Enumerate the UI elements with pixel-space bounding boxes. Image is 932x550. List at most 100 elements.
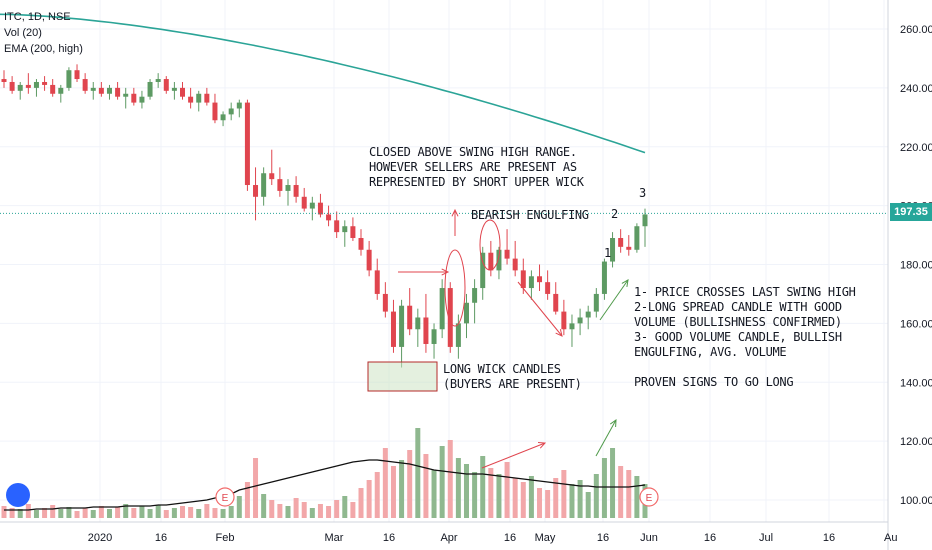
volume-bar (285, 506, 291, 518)
volume-bar (58, 509, 64, 518)
legend-volume[interactable]: Vol (20) (4, 27, 42, 39)
volume-bar (17, 509, 23, 518)
volume-bar (334, 500, 340, 518)
candle-body (285, 185, 291, 191)
volume-bar (42, 508, 48, 518)
last-price-badge: 197.35 (890, 203, 932, 221)
volume-bar (634, 476, 640, 518)
candle-body (66, 70, 72, 88)
candle-body (155, 79, 161, 82)
volume-bar (415, 428, 421, 518)
time-tick-label: Mar (325, 532, 344, 544)
candle-body (382, 293, 388, 312)
volume-bar (569, 484, 575, 518)
volume-bar (25, 504, 31, 518)
time-tick-label: May (535, 532, 556, 544)
candle-body (317, 202, 323, 215)
candle-body (415, 317, 421, 330)
candle-body (244, 102, 250, 186)
candle-body (269, 173, 275, 180)
candle-body (399, 305, 405, 347)
candle-body (261, 173, 267, 197)
tradingview-logo-icon[interactable] (6, 483, 30, 507)
candle-body (277, 179, 283, 191)
candle-body (334, 220, 340, 233)
candle-body (196, 93, 202, 103)
volume-bar (480, 456, 486, 518)
chart-legend: ITC, 1D, NSE Vol (20) EMA (200, high) (4, 9, 83, 57)
arrow-up-head (451, 208, 459, 217)
volume-arrow-red (481, 442, 546, 469)
candle-body (74, 70, 80, 80)
volume-bar (399, 460, 405, 518)
volume-bar (504, 462, 510, 518)
price-tick-label: 240.00 (900, 83, 932, 95)
volume-bar (277, 504, 283, 518)
candle-body (17, 84, 23, 91)
annotation-number-2: 2 (611, 207, 618, 221)
earnings-marker-icon[interactable] (639, 487, 659, 507)
candle-body (618, 238, 624, 247)
volume-bar (188, 507, 194, 518)
volume-bar (155, 505, 161, 518)
legend-ema[interactable]: EMA (200, high) (4, 43, 83, 55)
price-tick-label: 100.00 (900, 495, 932, 507)
earnings-marker-icon[interactable] (215, 487, 235, 507)
volume-bar (577, 480, 583, 518)
legend-symbol[interactable]: ITC, 1D, NSE (4, 11, 71, 23)
candle-body (601, 261, 607, 294)
time-tick-label: 16 (823, 532, 835, 544)
volume-bar (496, 474, 502, 518)
volume-bar (326, 506, 332, 518)
candle-body (33, 81, 39, 88)
candle-body (561, 311, 567, 330)
candle-body (131, 93, 137, 103)
volume-bar (447, 440, 453, 518)
annotation-long-wick: LONG WICK CANDLES (BUYERS ARE PRESENT) (443, 362, 582, 391)
volume-bar (236, 496, 242, 518)
volume-bar (463, 464, 469, 518)
candle-body (528, 276, 534, 289)
annotation-summary: 1- PRICE CROSSES LAST SWING HIGH 2-LONG … (634, 285, 856, 389)
volume-bar (171, 508, 177, 518)
candle-body (423, 317, 429, 344)
earnings-marker-label: E (646, 493, 653, 504)
candle-body (350, 226, 356, 239)
candle-body (90, 87, 96, 91)
arrow-down-right-head (555, 329, 563, 337)
candle-body (220, 114, 226, 121)
candle-body (634, 226, 640, 250)
annotation-swing-high: CLOSED ABOVE SWING HIGH RANGE. HOWEVER S… (369, 145, 584, 189)
candle-body (115, 87, 121, 97)
annotation-number-3: 3 (639, 186, 646, 200)
volume-bar (366, 480, 372, 518)
candle-body (463, 302, 469, 324)
candle-body (447, 288, 453, 347)
volume-bar (106, 509, 112, 518)
candle-body (163, 79, 169, 91)
volume-bar (9, 508, 15, 518)
volume-bar (90, 510, 96, 518)
candle-body (82, 79, 88, 91)
volume-bar (261, 494, 267, 518)
candle-body (569, 323, 575, 330)
volume-bar (147, 509, 153, 518)
volume-bar (520, 482, 526, 518)
volume-bar (593, 474, 599, 518)
volume-bar (196, 509, 202, 518)
volume-bar (1, 506, 7, 518)
volume-bar (374, 472, 380, 518)
volume-bar (618, 466, 624, 518)
candle-body (374, 270, 380, 294)
arrow-down-right (517, 281, 563, 337)
price-tick-label: 140.00 (900, 377, 932, 389)
candle-body (342, 226, 348, 233)
volume-bar (358, 488, 364, 518)
price-tick-label: 260.00 (900, 24, 932, 36)
candle-body (326, 214, 332, 221)
candle-body (358, 238, 364, 250)
price-tick-label: 180.00 (900, 260, 932, 272)
candle-body (366, 249, 372, 271)
